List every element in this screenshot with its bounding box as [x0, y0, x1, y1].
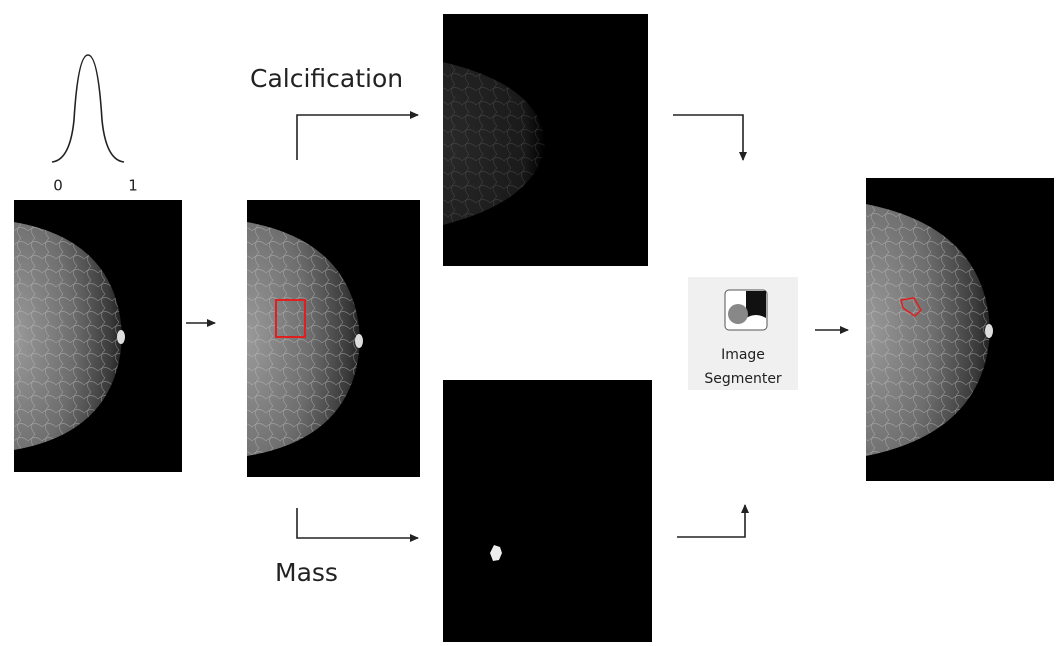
mammogram-result — [866, 178, 1054, 481]
arrow — [677, 505, 745, 537]
branch-label: Calcification — [250, 64, 403, 93]
arrow — [297, 115, 418, 160]
tool-label: Segmenter — [704, 371, 782, 387]
mass-map — [443, 380, 652, 642]
mammogram-filtered — [247, 200, 420, 477]
diagram: 0 1 Calcification Mass Image Segme — [0, 0, 1059, 642]
arrow — [297, 508, 418, 538]
gaussian-curve — [52, 55, 124, 162]
axis-label: 1 — [128, 177, 138, 195]
tool-label: Image — [721, 347, 765, 363]
arrow — [673, 115, 743, 160]
image-segmenter-app: Image Segmenter — [688, 277, 798, 390]
axis-label: 0 — [53, 177, 63, 195]
mammogram-original — [14, 200, 182, 472]
branch-label: Mass — [275, 558, 338, 587]
calcification-map — [443, 14, 648, 266]
